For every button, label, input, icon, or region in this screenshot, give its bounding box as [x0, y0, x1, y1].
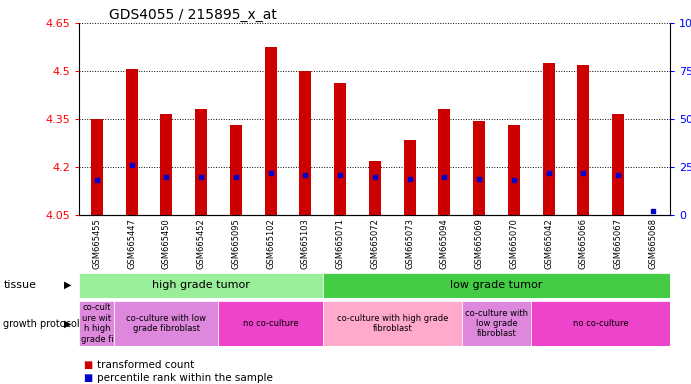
Bar	[299, 71, 312, 215]
Text: ■: ■	[83, 360, 92, 370]
Bar	[404, 140, 416, 215]
Bar	[79, 301, 114, 346]
Text: high grade tumor: high grade tumor	[152, 280, 250, 290]
Bar	[438, 109, 451, 215]
Text: ▶: ▶	[64, 318, 71, 329]
Text: no co-culture: no co-culture	[243, 319, 299, 328]
Text: co-culture with
low grade
fibroblast: co-culture with low grade fibroblast	[465, 309, 528, 338]
Text: co-cult
ure wit
h high
grade fi: co-cult ure wit h high grade fi	[81, 303, 113, 344]
Bar	[323, 273, 670, 298]
Text: growth protocol: growth protocol	[3, 318, 80, 329]
Text: GDS4055 / 215895_x_at: GDS4055 / 215895_x_at	[109, 8, 277, 22]
Bar	[126, 70, 138, 215]
Text: transformed count: transformed count	[97, 360, 194, 370]
Bar	[230, 126, 242, 215]
Bar	[79, 273, 323, 298]
Bar	[369, 161, 381, 215]
Bar	[508, 126, 520, 215]
Text: ■: ■	[83, 373, 92, 383]
Bar	[334, 83, 346, 215]
Bar	[577, 65, 589, 215]
Text: no co-culture: no co-culture	[573, 319, 629, 328]
Bar	[195, 109, 207, 215]
Bar	[542, 63, 555, 215]
Bar	[91, 119, 103, 215]
Bar	[160, 114, 173, 215]
Bar	[265, 47, 276, 215]
Text: low grade tumor: low grade tumor	[451, 280, 542, 290]
Text: tissue: tissue	[3, 280, 37, 290]
Bar	[531, 301, 670, 346]
Bar	[323, 301, 462, 346]
Text: co-culture with high grade
fibroblast: co-culture with high grade fibroblast	[337, 314, 448, 333]
Text: co-culture with low
grade fibroblast: co-culture with low grade fibroblast	[126, 314, 207, 333]
Text: ▶: ▶	[64, 280, 71, 290]
Bar	[473, 121, 485, 215]
Bar	[462, 301, 531, 346]
Bar	[612, 114, 624, 215]
Bar	[218, 301, 323, 346]
Bar	[114, 301, 218, 346]
Text: percentile rank within the sample: percentile rank within the sample	[97, 373, 273, 383]
